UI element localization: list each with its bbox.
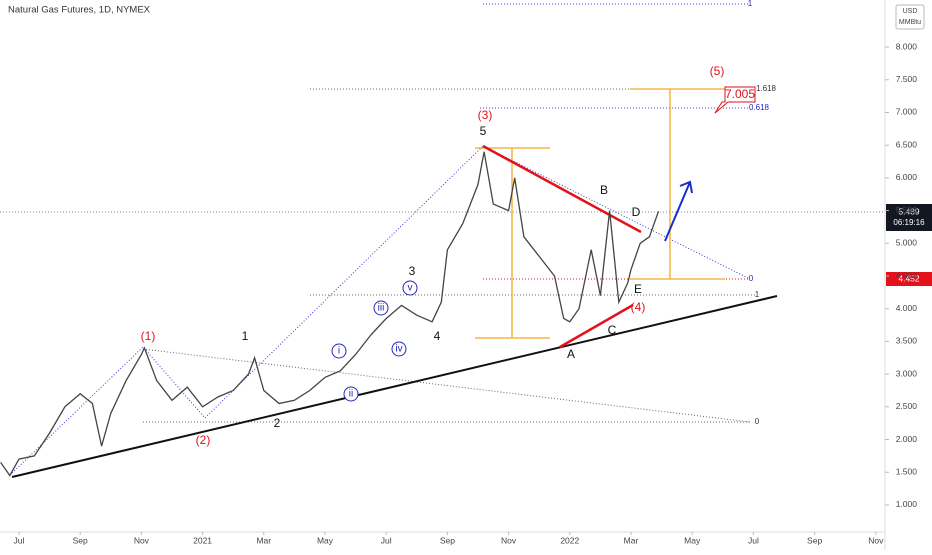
annotation: iv (395, 344, 402, 355)
annotation: i (338, 346, 340, 357)
chart-title: Natural Gas Futures, 1D, NYMEX (8, 5, 151, 16)
annotation: (4) (631, 300, 646, 314)
x-tick-label: Nov (501, 535, 517, 545)
x-tick-label: May (317, 535, 334, 545)
annotation: E (634, 282, 642, 296)
x-tick-label: Sep (440, 535, 455, 545)
y-tick-label: 7.000 (896, 107, 918, 117)
currency: USD (903, 8, 918, 15)
y-tick-label: 6.000 (896, 172, 918, 182)
y-tick-label: 5.500 (896, 205, 918, 215)
y-tick-label: 2.500 (896, 401, 918, 411)
y-tick-label: 3.500 (896, 336, 918, 346)
y-tick-label: 8.000 (896, 41, 918, 51)
price-line (0, 151, 660, 477)
annotation: 1 (755, 290, 760, 299)
annotation: iii (378, 303, 385, 314)
unit-box (895, 4, 925, 30)
annotation: 2 (274, 416, 281, 430)
marker-price: 4.452 (898, 273, 920, 283)
wave-circle (343, 386, 359, 402)
annotation: C (608, 323, 617, 337)
annotation: 0.618 (749, 103, 770, 112)
last-price-box (886, 204, 932, 231)
x-tick-label: 2022 (560, 535, 579, 545)
y-tick-label: 3.000 (896, 368, 918, 378)
annotation: A (567, 347, 575, 361)
x-tick-label: Nov (868, 535, 884, 545)
x-tick-label: Sep (73, 535, 88, 545)
wave-circle (373, 300, 389, 316)
x-tick-label: Sep (807, 535, 822, 545)
y-tick-label: 4.500 (896, 270, 918, 280)
y-tick-label: 1.000 (896, 499, 918, 509)
x-tick-label: Jul (381, 535, 392, 545)
annotation: 1.618 (756, 84, 777, 93)
x-tick-label: May (684, 535, 701, 545)
annotation: (2) (196, 433, 211, 447)
annotation: 0 (749, 274, 754, 283)
annotation: 1 (748, 0, 753, 8)
last-price: 5.489 (898, 206, 920, 216)
unit: MMBtu (899, 19, 921, 26)
annotation: (5) (710, 64, 725, 78)
annotation: 0 (755, 417, 760, 426)
marker-price-box (886, 272, 932, 286)
annotation: B (600, 183, 608, 197)
annotation: (3) (478, 108, 493, 122)
annotation: ii (349, 389, 353, 400)
x-tick-label: 2021 (193, 535, 212, 545)
y-tick-label: 6.500 (896, 139, 918, 149)
wave-circle (402, 280, 418, 296)
annotation: 5 (480, 124, 487, 138)
countdown: 06:19:16 (893, 218, 925, 227)
annotation: (1) (141, 329, 156, 343)
drawings (0, 3, 885, 478)
annotation: 3 (409, 264, 416, 278)
x-tick-label: Mar (256, 535, 271, 545)
y-tick-label: 1.500 (896, 466, 918, 476)
annotation: 4 (434, 329, 441, 343)
annotation: 7.005 (725, 87, 755, 101)
annotation: v (408, 283, 413, 294)
y-tick-label: 5.000 (896, 238, 918, 248)
wave-circle (331, 343, 347, 359)
y-tick-label: 7.500 (896, 74, 918, 84)
wave-circle (391, 341, 407, 357)
y-tick-label: 2.000 (896, 434, 918, 444)
annotation: 1 (242, 329, 249, 343)
annotation: D (632, 205, 641, 219)
x-tick-label: Nov (134, 535, 150, 545)
x-tick-label: Mar (624, 535, 639, 545)
x-tick-label: Jul (748, 535, 759, 545)
y-tick-label: 4.000 (896, 303, 918, 313)
x-tick-label: Jul (14, 535, 25, 545)
